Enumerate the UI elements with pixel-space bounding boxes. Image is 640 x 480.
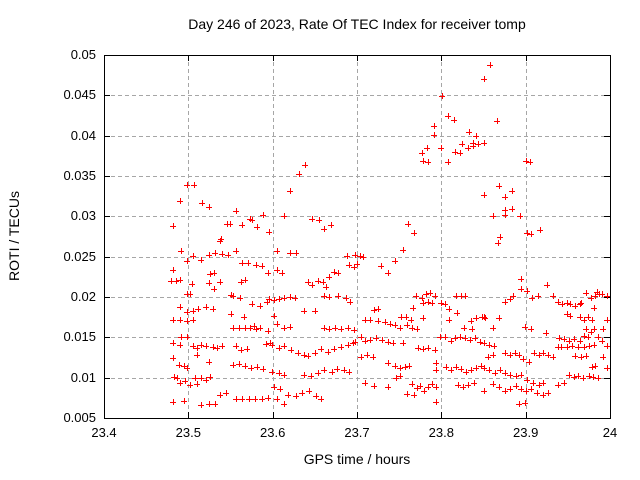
y-tick-label: 0.05 [70, 47, 96, 62]
x-tick-label: 24 [602, 425, 618, 440]
y-tick-label: 0.04 [70, 127, 96, 143]
data-points [168, 62, 610, 408]
x-tick-label: 23.6 [260, 425, 286, 440]
grid-lines [104, 55, 610, 418]
x-axis-title: GPS time / hours [303, 451, 411, 467]
chart-title: Day 246 of 2023, Rate Of TEC Index for r… [188, 16, 526, 32]
y-tick-label: 0.03 [70, 208, 96, 224]
plot-border [104, 55, 611, 419]
axis-ticks [104, 55, 610, 418]
y-tick-label: 0.015 [63, 329, 96, 345]
y-tick-label: 0.045 [63, 87, 96, 103]
y-tick-label: 0.02 [70, 289, 96, 304]
x-tick-label: 23.7 [344, 425, 370, 440]
x-tick-label: 23.9 [513, 425, 539, 440]
y-tick-label: 0.01 [70, 369, 96, 385]
x-tick-label: 23.4 [91, 425, 117, 440]
y-tick-label: 0.005 [63, 410, 96, 425]
x-tick-label: 23.5 [175, 425, 201, 440]
y-axis-title: ROTI / TECUs [6, 191, 22, 281]
y-tick-label: 0.025 [63, 248, 96, 264]
y-tick-label: 0.035 [63, 168, 96, 183]
x-tick-label: 23.8 [428, 425, 454, 440]
